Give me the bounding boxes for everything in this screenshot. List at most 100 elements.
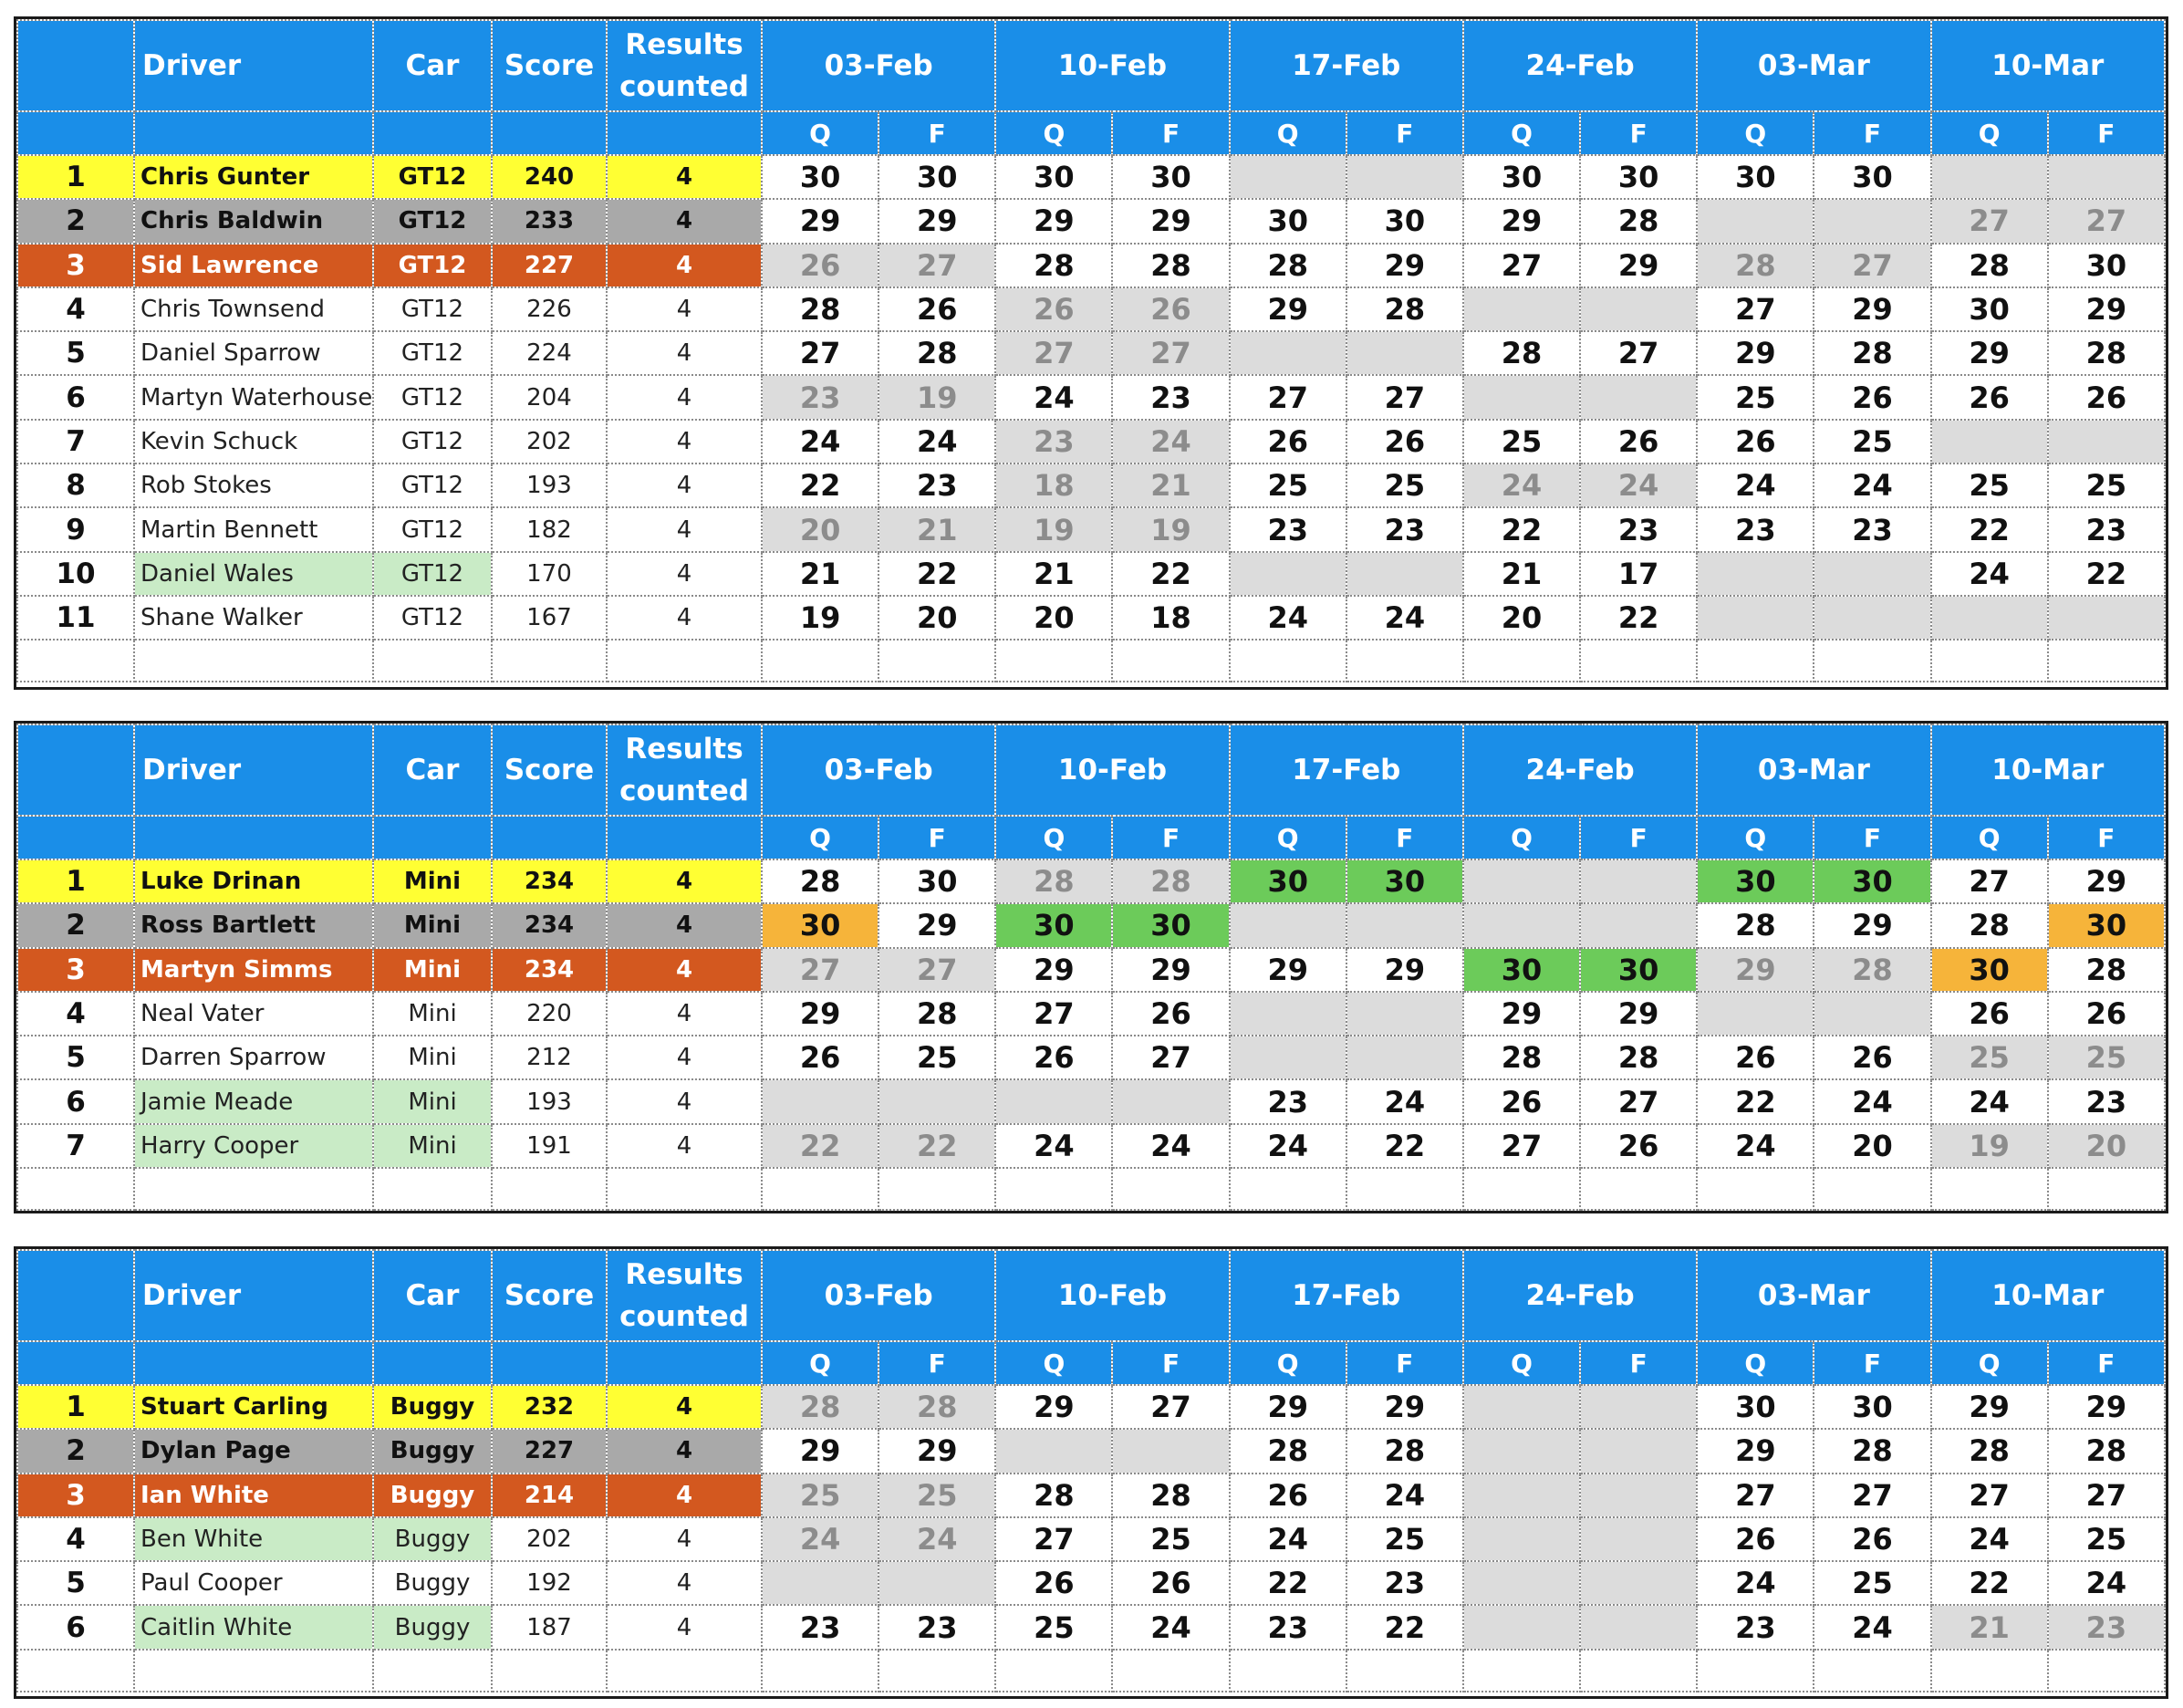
qualifying-header: Q	[994, 110, 1114, 156]
driver-row: 2 Chris Baldwin GT12 233 4 29 29 29 29 30 30 29 28 27…	[16, 198, 2167, 245]
results-counted-cell: 4	[606, 374, 763, 421]
final-score-cell: 19	[1111, 506, 1231, 553]
qualifying-score-cell: 28	[1696, 902, 1815, 949]
empty-cell	[133, 639, 374, 683]
final-header: F	[1813, 815, 1932, 860]
qualifying-score-cell	[1228, 990, 1347, 1037]
driver-name-cell: Martyn Simms	[133, 946, 374, 993]
empty-cell	[372, 1167, 493, 1212]
position-header	[16, 724, 135, 817]
final-header: F	[1579, 110, 1699, 156]
final-score-cell: 29	[1579, 990, 1699, 1037]
results-counted-cell: 4	[606, 506, 763, 553]
final-score-cell: 26	[1579, 418, 1699, 465]
final-score-cell: 17	[1579, 550, 1699, 597]
final-score-cell: 30	[1111, 153, 1231, 201]
qualifying-score-cell: 30	[1696, 1383, 1815, 1431]
qualifying-score-cell: 27	[1696, 286, 1815, 333]
score-cell: 240	[491, 153, 608, 201]
final-score-cell: 26	[1813, 1035, 1932, 1081]
final-header: F	[2046, 1340, 2167, 1386]
final-score-cell: 28	[2046, 946, 2167, 993]
final-header: F	[1579, 1340, 1699, 1386]
final-score-cell	[1345, 153, 1464, 201]
score-cell: 232	[491, 1383, 608, 1431]
subheader-empty	[606, 815, 763, 860]
subheader-empty	[133, 1340, 374, 1386]
empty-cell	[16, 1648, 135, 1692]
final-score-cell: 25	[2046, 1515, 2167, 1563]
final-header: F	[1111, 1340, 1231, 1386]
driver-name-cell: Dylan Page	[133, 1428, 374, 1474]
final-score-cell: 29	[2046, 858, 2167, 905]
qualifying-score-cell	[1461, 1428, 1582, 1474]
final-score-cell: 25	[2046, 463, 2167, 509]
results-counted-cell: 4	[606, 198, 763, 245]
car-cell: Mini	[372, 902, 493, 949]
subheader-empty	[133, 110, 374, 156]
results-counted-cell: 4	[606, 1515, 763, 1563]
buggy-standings-table: Driver Car Score Results counted 03-Feb 10-Feb…	[14, 1246, 2168, 1699]
final-score-cell	[1813, 198, 1932, 245]
qualifying-score-cell: 27	[1929, 1472, 2049, 1518]
position-cell: 7	[16, 418, 135, 465]
final-header: F	[878, 1340, 997, 1386]
results-counted-cell: 4	[606, 330, 763, 377]
final-score-cell	[1345, 330, 1464, 377]
driver-row: 2 Dylan Page Buggy 227 4 29 29 28 28 29 28 28 28	[16, 1428, 2167, 1474]
position-cell: 7	[16, 1122, 135, 1170]
counted-label: counted	[619, 775, 749, 807]
qualifying-score-cell: 23	[760, 374, 880, 421]
empty-cell	[606, 639, 763, 683]
qualifying-score-cell: 19	[994, 506, 1114, 553]
driver-name-cell: Harry Cooper	[133, 1122, 374, 1170]
results-counted-cell: 4	[606, 594, 763, 641]
score-cell: 234	[491, 902, 608, 949]
qualifying-score-cell: 25	[1696, 374, 1815, 421]
qualifying-score-cell: 26	[994, 1560, 1114, 1607]
empty-cell	[1461, 1167, 1582, 1212]
final-score-cell: 27	[1111, 1383, 1231, 1431]
qualifying-score-cell	[1929, 594, 2049, 641]
position-cell: 6	[16, 1078, 135, 1125]
driver-row: 10 Daniel Wales GT12 170 4 21 22 21 22 21 17 24 22	[16, 550, 2167, 597]
car-cell: Buggy	[372, 1515, 493, 1563]
final-score-cell: 28	[1579, 1035, 1699, 1081]
final-header: F	[1345, 1340, 1464, 1386]
empty-cell	[1579, 639, 1699, 683]
qualifying-score-cell	[1696, 550, 1815, 597]
final-score-cell: 30	[1111, 902, 1231, 949]
round-date-header: 10-Feb	[994, 1249, 1231, 1342]
qualifying-score-cell: 30	[1696, 153, 1815, 201]
final-score-cell: 24	[1813, 463, 1932, 509]
qualifying-score-cell	[994, 1428, 1114, 1474]
final-score-cell: 26	[1813, 1515, 1932, 1563]
position-cell: 2	[16, 1428, 135, 1474]
score-cell: 191	[491, 1122, 608, 1170]
results-counted-cell: 4	[606, 1428, 763, 1474]
final-score-cell	[2046, 153, 2167, 201]
qualifying-score-cell: 28	[1929, 242, 2049, 288]
empty-cell	[1696, 639, 1815, 683]
position-cell: 11	[16, 594, 135, 641]
empty-cell	[878, 1648, 997, 1692]
car-cell: Buggy	[372, 1560, 493, 1607]
qualifying-score-cell: 22	[760, 463, 880, 509]
final-score-cell: 26	[1111, 990, 1231, 1037]
score-cell: 233	[491, 198, 608, 245]
final-score-cell: 25	[1345, 463, 1464, 509]
empty-cell	[2046, 1167, 2167, 1212]
results-counted-cell: 4	[606, 990, 763, 1037]
final-score-cell: 30	[878, 153, 997, 201]
final-score-cell: 29	[1813, 286, 1932, 333]
final-score-cell: 27	[2046, 198, 2167, 245]
final-score-cell: 29	[1813, 902, 1932, 949]
score-cell: 202	[491, 1515, 608, 1563]
final-score-cell: 26	[1345, 418, 1464, 465]
empty-cell	[1461, 639, 1582, 683]
results-counted-cell: 4	[606, 1078, 763, 1125]
round-date-header: 24-Feb	[1461, 19, 1699, 112]
qualifying-score-cell: 26	[994, 1035, 1114, 1081]
final-score-cell: 28	[1111, 858, 1231, 905]
qualifying-score-cell: 29	[760, 198, 880, 245]
